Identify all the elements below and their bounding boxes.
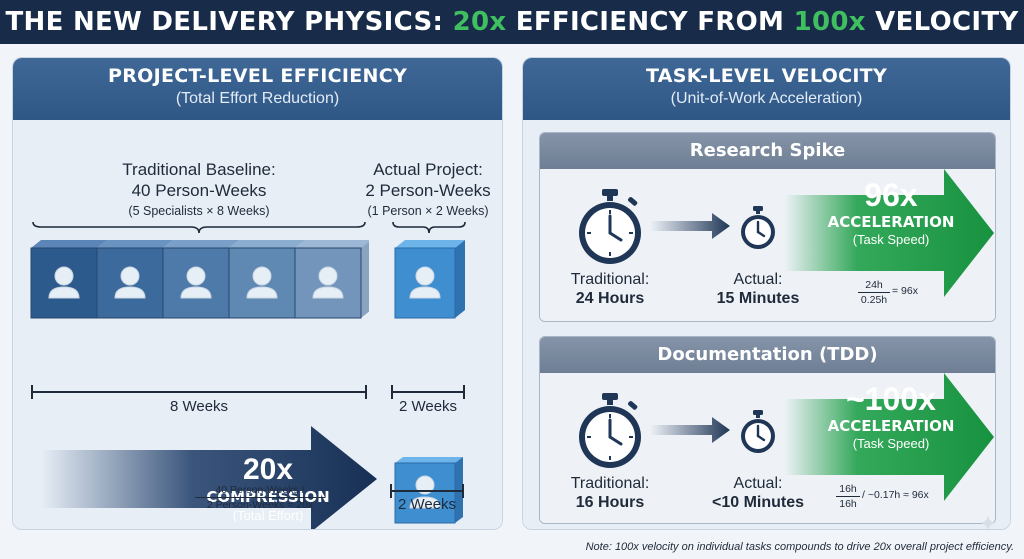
person-icon xyxy=(252,266,272,286)
project-efficiency-header: PROJECT-LEVEL EFFICIENCY (Total Effort R… xyxy=(13,58,502,120)
person-icon xyxy=(120,266,140,286)
documentation-trad-label: Traditional: xyxy=(570,475,650,492)
actual-person-cube xyxy=(394,240,465,319)
stopwatch-large-icon xyxy=(579,393,641,468)
documentation-title: Documentation (TDD) xyxy=(540,337,995,373)
project-efficiency-body: Traditional Baseline: 40 Person-Weeks (5… xyxy=(13,120,502,529)
research-fraction: 24h 0.25h xyxy=(858,279,890,306)
acceleration-arrow-research xyxy=(784,169,994,297)
documentation-accel-sub: (Task Speed) xyxy=(852,436,930,451)
documentation-body: ~100x ACCELERATION (Task Speed) Traditio… xyxy=(540,373,995,523)
acceleration-arrow-documentation xyxy=(784,373,994,501)
stopwatch-small-icon xyxy=(741,410,775,453)
arrow-right-icon xyxy=(650,213,730,239)
documentation-fraction: 16h 16h xyxy=(836,483,860,510)
person-icon xyxy=(318,266,338,286)
research-fraction-numerator: 24h xyxy=(858,279,890,293)
project-efficiency-title: PROJECT-LEVEL EFFICIENCY xyxy=(107,65,408,87)
research-accel-value: 96x xyxy=(864,177,918,213)
arrow-right-icon xyxy=(650,417,730,443)
documentation-fraction-result: / ~0.17h ≈ 96x xyxy=(862,489,929,501)
research-spike-card: Research Spike xyxy=(539,132,996,322)
research-fraction-denominator: 0.25h xyxy=(860,294,888,306)
baseline-brace xyxy=(32,221,366,234)
compression-arrow xyxy=(41,426,377,529)
research-spike-body: 96x ACCELERATION (Task Speed) Traditiona… xyxy=(540,169,995,321)
title-part-1: THE NEW DELIVERY PHYSICS: xyxy=(5,7,453,37)
documentation-actual-label: Actual: xyxy=(733,475,783,492)
compression-value: 20x xyxy=(242,453,294,486)
title-bar: THE NEW DELIVERY PHYSICS: 20x EFFICIENCY… xyxy=(0,0,1024,44)
actual-duration-label: 2 Weeks xyxy=(398,398,458,415)
research-trad-label: Traditional: xyxy=(570,271,650,288)
title-highlight-20x: 20x xyxy=(452,7,507,37)
footnote: Note: 100x velocity on individual tasks … xyxy=(585,541,1014,553)
documentation-fraction-denominator: 16h xyxy=(839,498,857,510)
person-icon xyxy=(186,266,206,286)
project-efficiency-subtitle: (Total Effort Reduction) xyxy=(175,90,340,107)
specialist-cube xyxy=(30,240,107,319)
baseline-heading: Traditional Baseline: xyxy=(122,160,276,179)
title-part-2: EFFICIENCY FROM xyxy=(506,7,794,37)
page-title: THE NEW DELIVERY PHYSICS: 20x EFFICIENCY… xyxy=(5,7,1018,37)
documentation-actual-value: <10 Minutes xyxy=(711,494,805,511)
documentation-card: Documentation (TDD) xyxy=(539,336,996,524)
baseline-duration-label: 8 Weeks xyxy=(169,398,229,415)
sparkle-icon xyxy=(980,515,996,531)
research-accel-label: ACCELERATION xyxy=(827,213,955,231)
title-part-3: VELOCITY xyxy=(865,7,1019,37)
documentation-fraction-numerator: 16h xyxy=(836,483,860,497)
specialist-cube xyxy=(96,240,173,319)
title-highlight-100x: 100x xyxy=(793,7,866,37)
task-velocity-header: TASK-LEVEL VELOCITY (Unit-of-Work Accele… xyxy=(523,58,1010,120)
result-person-cube xyxy=(394,457,463,524)
specialist-cube xyxy=(228,240,305,319)
compression-fraction-denominator: 2 Person-Weeks = 20x xyxy=(206,499,314,511)
task-velocity-title: TASK-LEVEL VELOCITY xyxy=(645,65,888,87)
task-velocity-body: Research Spike xyxy=(523,120,1010,529)
actual-detail: (1 Person × 2 Weeks) xyxy=(367,204,489,218)
project-efficiency-panel: PROJECT-LEVEL EFFICIENCY (Total Effort R… xyxy=(12,57,503,530)
documentation-trad-value: 16 Hours xyxy=(575,494,645,511)
task-velocity-subtitle: (Unit-of-Work Acceleration) xyxy=(670,90,863,107)
baseline-duration-line xyxy=(31,385,367,399)
compression-sub: (Total Effort) xyxy=(232,508,304,523)
stopwatch-large-icon xyxy=(579,189,641,264)
documentation-accel-label: ACCELERATION xyxy=(827,417,955,435)
result-duration-line xyxy=(390,484,464,498)
compression-fraction: 40 Person-Weeks / 2 Person-Weeks = 20x xyxy=(195,484,325,511)
documentation-accel-value: ~100x xyxy=(846,381,936,417)
actual-brace xyxy=(392,221,466,234)
specialist-cube xyxy=(294,240,369,319)
baseline-value: 40 Person-Weeks xyxy=(131,181,267,200)
specialist-cubes xyxy=(30,240,369,319)
research-trad-value: 24 Hours xyxy=(575,290,645,307)
research-accel-text: 96x ACCELERATION (Task Speed) xyxy=(816,177,966,247)
research-actual-value: 15 Minutes xyxy=(716,290,800,307)
documentation-accel-text: ~100x ACCELERATION (Task Speed) xyxy=(816,381,966,451)
research-spike-title: Research Spike xyxy=(540,133,995,169)
task-velocity-panel: TASK-LEVEL VELOCITY (Unit-of-Work Accele… xyxy=(522,57,1011,530)
actual-heading: Actual Project: xyxy=(373,160,483,179)
actual-duration-line xyxy=(391,385,465,399)
baseline-detail: (5 Specialists × 8 Weeks) xyxy=(128,204,270,218)
specialist-cube xyxy=(162,240,239,319)
research-actual-label: Actual: xyxy=(733,271,783,288)
actual-value: 2 Person-Weeks xyxy=(365,181,491,200)
stopwatch-small-icon xyxy=(741,206,775,249)
result-duration-label: 2 Weeks xyxy=(397,496,457,513)
research-fraction-result: = 96x xyxy=(892,285,918,297)
research-accel-sub: (Task Speed) xyxy=(852,232,930,247)
person-icon xyxy=(54,266,74,286)
compression-fraction-numerator: 40 Person-Weeks / xyxy=(195,484,325,498)
